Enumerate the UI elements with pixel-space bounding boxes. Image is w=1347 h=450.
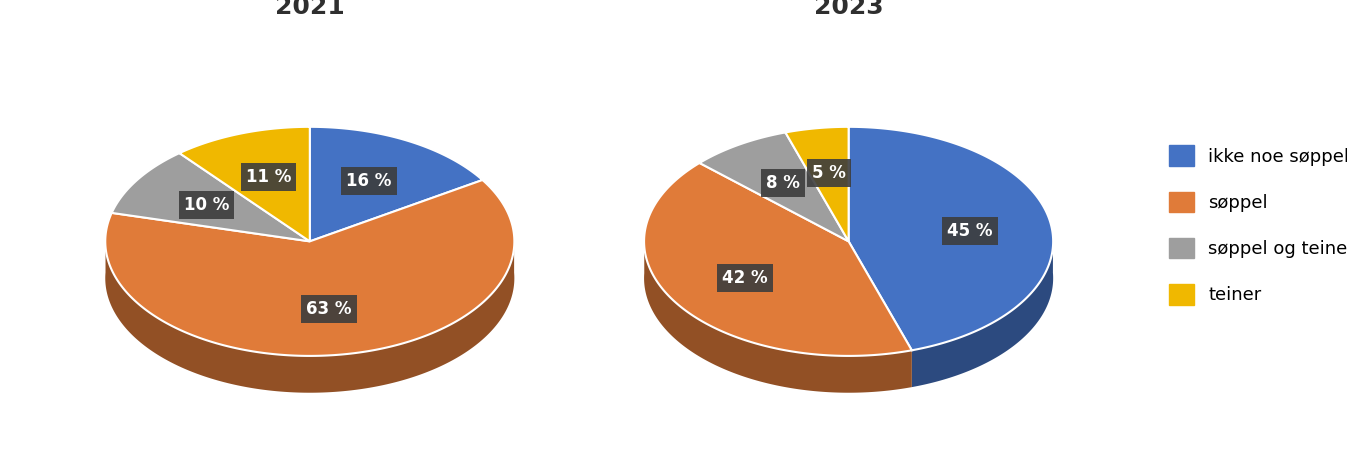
Text: 11 %: 11 % — [245, 168, 291, 186]
Polygon shape — [310, 127, 482, 241]
Polygon shape — [644, 236, 912, 393]
Text: 63 %: 63 % — [306, 300, 352, 318]
Polygon shape — [105, 236, 515, 393]
Text: 45 %: 45 % — [947, 221, 993, 239]
Text: 5 %: 5 % — [812, 165, 846, 183]
Polygon shape — [785, 127, 849, 241]
Title: 2023: 2023 — [814, 0, 884, 18]
Text: 42 %: 42 % — [722, 269, 768, 287]
Polygon shape — [179, 127, 310, 241]
Polygon shape — [105, 180, 515, 356]
Title: 2021: 2021 — [275, 0, 345, 18]
Text: 8 %: 8 % — [766, 174, 800, 192]
Text: 10 %: 10 % — [183, 196, 229, 214]
Legend: ikke noe søppel, søppel, søppel og teiner, teiner: ikke noe søppel, søppel, søppel og teine… — [1161, 138, 1347, 312]
Polygon shape — [644, 163, 912, 356]
Polygon shape — [849, 127, 1053, 350]
Text: 16 %: 16 % — [346, 172, 392, 190]
Polygon shape — [699, 132, 849, 241]
Polygon shape — [912, 236, 1053, 387]
Polygon shape — [112, 153, 310, 241]
